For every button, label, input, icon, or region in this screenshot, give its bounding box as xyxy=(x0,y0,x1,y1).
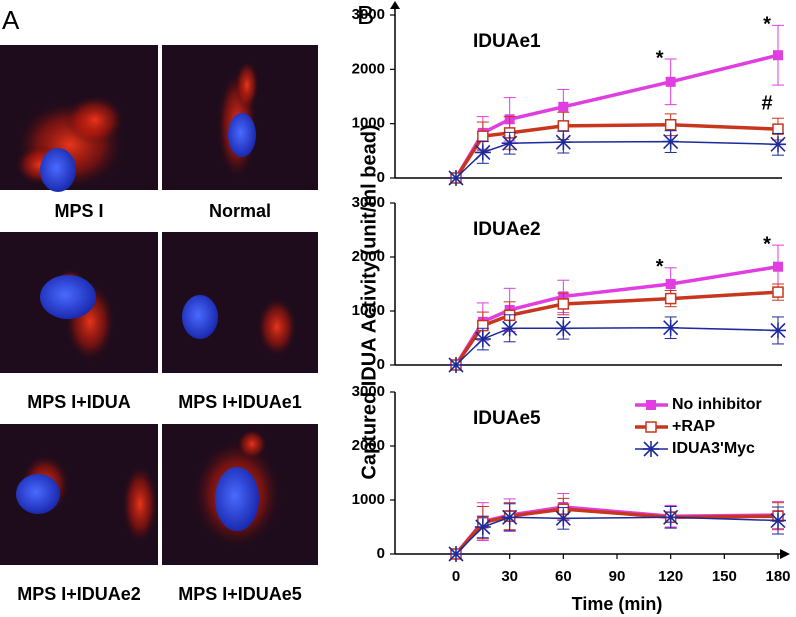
marker xyxy=(501,509,518,526)
marker xyxy=(770,512,786,529)
marker xyxy=(474,519,491,535)
marker xyxy=(557,120,570,132)
marker xyxy=(772,123,784,135)
marker xyxy=(558,101,569,112)
x-tick-label: 120 xyxy=(658,568,683,585)
marker xyxy=(555,510,572,527)
marker xyxy=(770,322,786,339)
nucleus xyxy=(40,148,76,192)
nucleus xyxy=(215,467,259,531)
x-tick-label: 180 xyxy=(765,568,790,585)
marker xyxy=(664,119,677,131)
marker xyxy=(664,292,677,305)
y-axis-label: Captured IDUA Activity (unit/ml bead) xyxy=(358,124,380,479)
micrograph xyxy=(162,424,318,565)
y-tick-label: 2000 xyxy=(352,248,385,265)
annotation: * xyxy=(656,47,664,69)
red-stain xyxy=(257,297,297,357)
marker xyxy=(772,286,784,298)
y-tick-label: 2000 xyxy=(352,437,385,454)
legend-label: IDUA3'Myc xyxy=(672,440,755,457)
marker xyxy=(448,357,464,373)
red-stain xyxy=(237,429,267,459)
marker xyxy=(662,319,679,336)
image-background xyxy=(162,232,318,373)
axis-arrow xyxy=(780,549,790,559)
marker xyxy=(474,144,491,161)
marker xyxy=(770,136,786,153)
marker xyxy=(448,170,464,186)
legend-marker xyxy=(643,441,659,457)
annotation: * xyxy=(763,233,771,255)
micrograph xyxy=(0,45,158,192)
red-stain xyxy=(65,95,125,145)
legend-marker xyxy=(645,421,657,433)
y-tick-label: 3000 xyxy=(352,6,385,23)
x-tick-label: 90 xyxy=(609,568,626,585)
marker xyxy=(662,133,679,150)
y-tick-label: 0 xyxy=(377,545,385,562)
axis-arrow xyxy=(390,1,400,9)
y-tick-label: 0 xyxy=(377,169,385,186)
image-caption: MPS I+IDUAe1 xyxy=(178,392,302,412)
image-caption: MPS I+IDUAe5 xyxy=(178,584,302,604)
marker xyxy=(477,130,489,142)
marker xyxy=(474,331,491,348)
x-tick-label: 60 xyxy=(555,568,572,585)
marker xyxy=(773,50,783,61)
nucleus xyxy=(228,113,256,157)
series-line xyxy=(455,140,779,179)
annotation: # xyxy=(761,93,772,115)
y-tick-label: 1000 xyxy=(352,302,385,319)
panel-label: A xyxy=(2,5,20,35)
micrograph xyxy=(0,424,158,565)
nucleus xyxy=(16,474,60,514)
y-tick-label: 3000 xyxy=(352,383,385,400)
micrograph xyxy=(162,232,318,373)
marker xyxy=(662,509,679,526)
annotation: * xyxy=(656,256,664,278)
annotation: * xyxy=(763,14,771,36)
x-tick-label: 30 xyxy=(501,568,518,585)
micrograph xyxy=(162,45,318,190)
y-tick-label: 3000 xyxy=(352,194,385,211)
marker xyxy=(555,134,572,151)
legend-marker xyxy=(646,400,656,410)
marker xyxy=(448,546,464,562)
panel-label: B xyxy=(357,0,374,30)
legend-label: No inhibitor xyxy=(672,396,762,413)
marker xyxy=(501,135,518,152)
x-tick-label: 150 xyxy=(712,568,737,585)
x-tick-label: 0 xyxy=(452,568,460,585)
nucleus xyxy=(182,295,218,339)
x-axis-label: Time (min) xyxy=(572,594,663,614)
series-line xyxy=(454,123,779,179)
marker xyxy=(665,76,676,87)
y-tick-label: 1000 xyxy=(352,491,385,508)
red-stain xyxy=(122,464,158,544)
micrograph xyxy=(0,232,158,373)
image-caption: MPS I+IDUA xyxy=(27,392,131,412)
y-tick-label: 2000 xyxy=(352,60,385,77)
chart-title: IDUAe1 xyxy=(473,31,541,52)
image-caption: MPS I xyxy=(54,201,103,221)
chart-title: IDUAe2 xyxy=(473,219,541,240)
marker xyxy=(557,298,570,310)
y-tick-label: 1000 xyxy=(352,115,385,132)
y-tick-label: 0 xyxy=(377,356,385,373)
marker xyxy=(665,279,676,289)
marker xyxy=(501,320,518,337)
series-line xyxy=(454,290,779,366)
marker xyxy=(773,261,783,272)
red-stain xyxy=(235,60,259,110)
marker xyxy=(555,320,572,337)
chart-title: IDUAe5 xyxy=(473,408,541,429)
image-caption: Normal xyxy=(209,201,271,221)
legend-label: +RAP xyxy=(672,418,715,435)
image-caption: MPS I+IDUAe2 xyxy=(17,584,141,604)
nucleus xyxy=(40,275,96,319)
